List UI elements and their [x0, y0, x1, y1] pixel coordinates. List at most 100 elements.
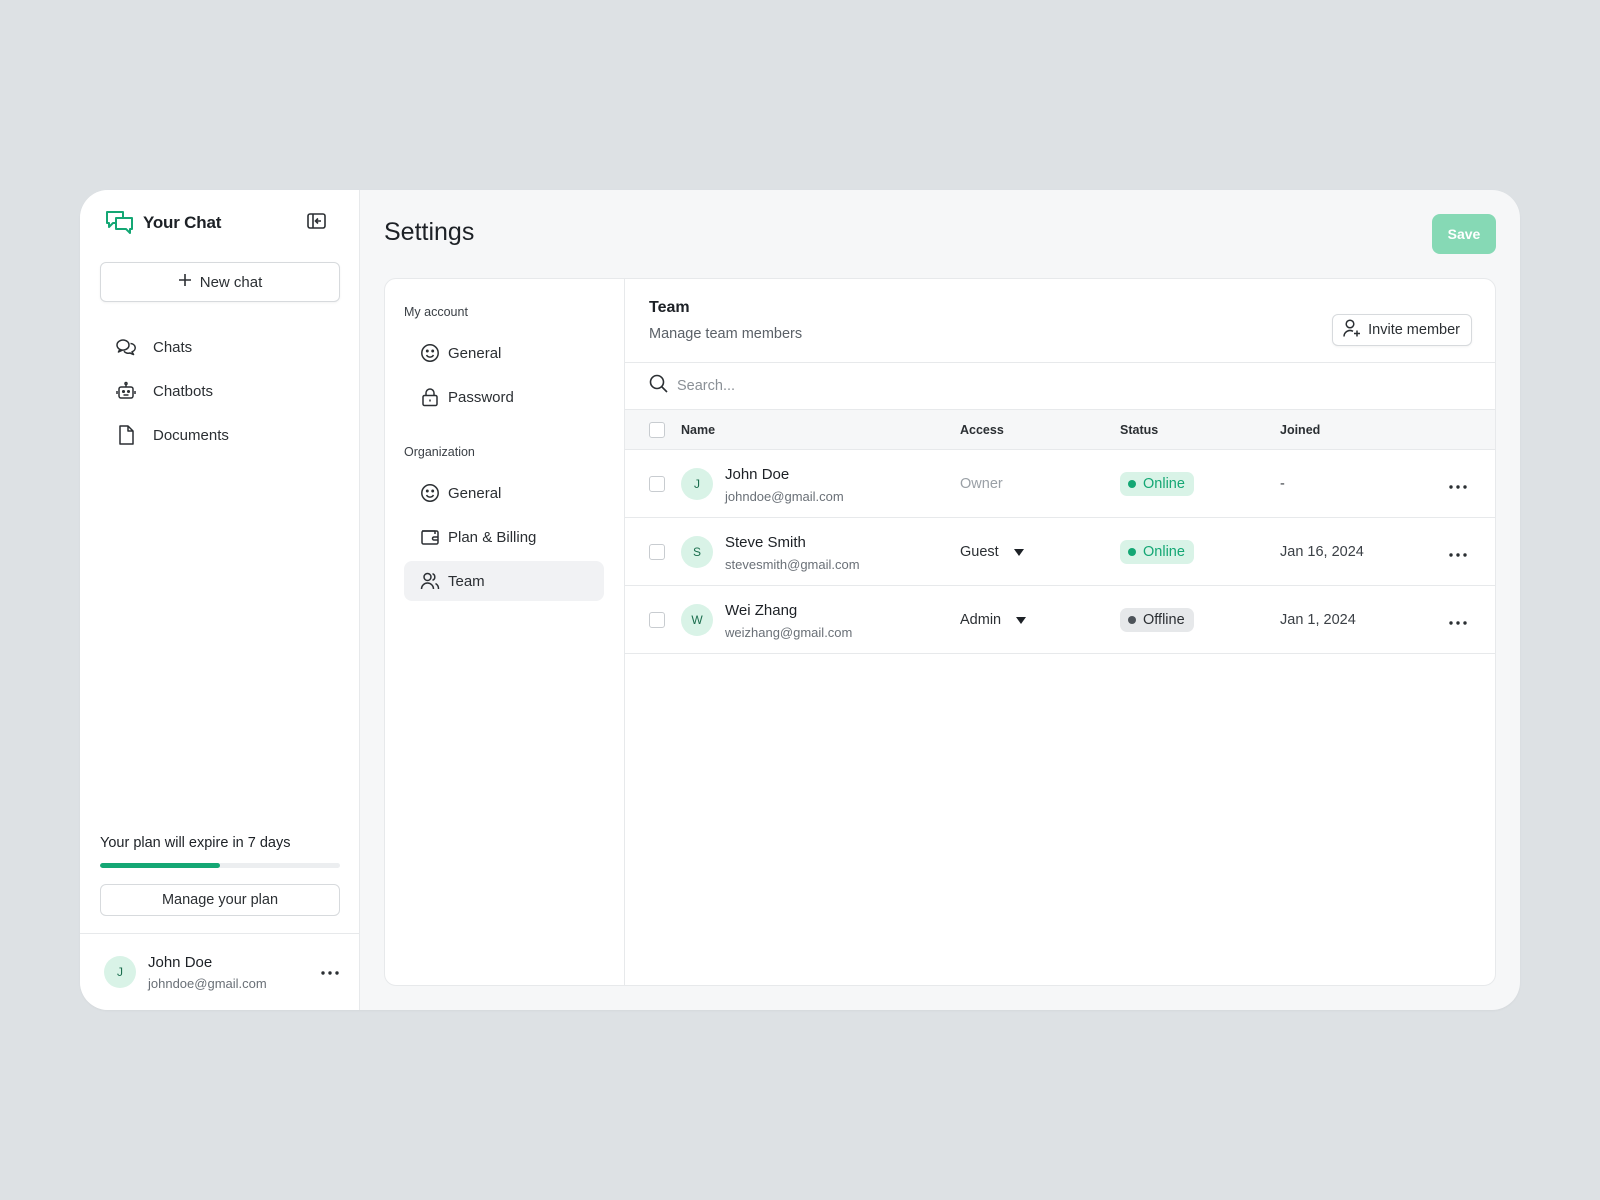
select-all-checkbox[interactable]: [649, 422, 665, 438]
settings-item-account-general[interactable]: General: [404, 333, 604, 373]
access-select[interactable]: Guest: [960, 544, 1024, 560]
team-title: Team: [649, 299, 690, 316]
sidebar: Your Chat New chat: [80, 190, 360, 1010]
chats-icon: [115, 336, 137, 358]
table-row: S Steve Smith stevesmith@gmail.com Guest…: [625, 518, 1495, 586]
status-dot-icon: [1128, 548, 1136, 556]
column-header-access[interactable]: Access: [960, 423, 1004, 437]
sidebar-item-chats[interactable]: Chats: [115, 325, 229, 369]
app-name: Your Chat: [143, 213, 222, 232]
plan-expiry-text: Your plan will expire in 7 days: [100, 835, 291, 851]
chat-bubbles-logo-icon: [105, 210, 135, 236]
caret-down-icon: [1016, 616, 1027, 624]
row-checkbox[interactable]: [649, 612, 665, 628]
status-label: Online: [1143, 476, 1185, 492]
column-header-status[interactable]: Status: [1120, 423, 1159, 437]
team-header: Team Manage team members Invite member: [625, 279, 1495, 363]
search-bar: [625, 363, 1495, 410]
sidebar-item-label: Chatbots: [153, 382, 214, 400]
member-joined: -: [1280, 476, 1285, 492]
new-chat-label: New chat: [199, 273, 263, 291]
settings-item-org-general[interactable]: General: [404, 473, 604, 513]
smile-icon: [420, 343, 440, 363]
plus-icon: [178, 273, 192, 291]
status-badge: Offline: [1120, 608, 1194, 632]
row-checkbox[interactable]: [649, 544, 665, 560]
user-plus-icon: [1343, 318, 1361, 342]
table-row: W Wei Zhang weizhang@gmail.com Admin Off…: [625, 586, 1495, 654]
avatar: J: [104, 956, 136, 988]
smile-icon: [420, 483, 440, 503]
settings-item-label: Plan & Billing: [448, 528, 537, 546]
member-access: Owner: [960, 476, 1003, 492]
users-icon: [420, 571, 440, 591]
more-horizontal-icon[interactable]: [1449, 544, 1467, 562]
column-header-name[interactable]: Name: [681, 423, 716, 437]
sidebar-item-label: Documents: [153, 426, 229, 444]
plan-expiry-card: Your plan will expire in 7 days Manage y…: [100, 835, 340, 916]
more-horizontal-icon[interactable]: [1449, 476, 1467, 494]
wallet-icon: [420, 527, 440, 547]
avatar: W: [681, 604, 713, 636]
user-name: John Doe: [148, 953, 213, 971]
page-title: Settings: [384, 218, 475, 246]
settings-item-label: Password: [448, 388, 514, 406]
member-joined: Jan 16, 2024: [1280, 544, 1364, 560]
settings-item-password[interactable]: Password: [404, 377, 604, 417]
search-input[interactable]: [677, 378, 1377, 394]
sidebar-collapse-icon: [306, 212, 326, 234]
search-icon: [649, 374, 668, 398]
row-checkbox[interactable]: [649, 476, 665, 492]
status-dot-icon: [1128, 616, 1136, 624]
team-subtitle: Manage team members: [649, 326, 803, 342]
settings-nav: My account General Password Organization: [385, 279, 625, 985]
settings-item-plan-billing[interactable]: Plan & Billing: [404, 517, 604, 557]
collapse-sidebar-button[interactable]: [305, 212, 327, 234]
settings-panel: My account General Password Organization: [384, 278, 1496, 986]
user-email: johndoe@gmail.com: [148, 975, 267, 991]
invite-member-button[interactable]: Invite member: [1332, 314, 1472, 346]
status-label: Offline: [1143, 612, 1185, 628]
table-row: J John Doe johndoe@gmail.com Owner Onlin…: [625, 450, 1495, 518]
my-account-group-label: My account: [404, 305, 468, 319]
sidebar-item-documents[interactable]: Documents: [115, 413, 229, 457]
lock-icon: [420, 387, 440, 407]
bot-icon: [115, 380, 137, 402]
invite-member-label: Invite member: [1368, 322, 1460, 338]
new-chat-button[interactable]: New chat: [100, 262, 340, 302]
settings-item-label: General: [448, 344, 502, 362]
access-label: Admin: [960, 612, 1002, 628]
settings-item-label: Team: [448, 572, 485, 590]
save-button[interactable]: Save: [1432, 214, 1496, 254]
member-name: Steve Smith: [725, 534, 806, 551]
current-user[interactable]: J John Doe johndoe@gmail.com: [80, 933, 359, 1010]
manage-plan-button[interactable]: Manage your plan: [100, 884, 340, 916]
access-select[interactable]: Admin: [960, 612, 1027, 628]
access-label: Guest: [960, 544, 999, 560]
avatar: J: [681, 468, 713, 500]
member-name: Wei Zhang: [725, 602, 798, 619]
settings-item-team[interactable]: Team: [404, 561, 604, 601]
more-horizontal-icon[interactable]: [321, 962, 339, 980]
avatar: S: [681, 536, 713, 568]
app-window: Your Chat New chat: [80, 190, 1520, 1010]
sidebar-nav: Chats Chatbots: [115, 325, 229, 457]
plan-progress-bar: [100, 863, 340, 868]
member-email: stevesmith@gmail.com: [725, 557, 860, 572]
more-horizontal-icon[interactable]: [1449, 612, 1467, 630]
settings-item-label: General: [448, 484, 502, 502]
status-label: Online: [1143, 544, 1185, 560]
sidebar-item-chatbots[interactable]: Chatbots: [115, 369, 229, 413]
column-header-joined[interactable]: Joined: [1280, 423, 1321, 437]
organization-group-label: Organization: [404, 445, 475, 459]
document-icon: [115, 424, 137, 446]
table-header: Name Access Status Joined: [625, 410, 1495, 450]
member-email: johndoe@gmail.com: [725, 489, 844, 504]
access-label: Owner: [960, 476, 1003, 492]
caret-down-icon: [1013, 548, 1024, 556]
member-name: John Doe: [725, 466, 790, 483]
status-badge: Online: [1120, 540, 1194, 564]
main-content: Settings Save My account General Passwor…: [360, 190, 1520, 1010]
plan-progress-fill: [100, 863, 220, 868]
brand[interactable]: Your Chat: [105, 210, 221, 236]
